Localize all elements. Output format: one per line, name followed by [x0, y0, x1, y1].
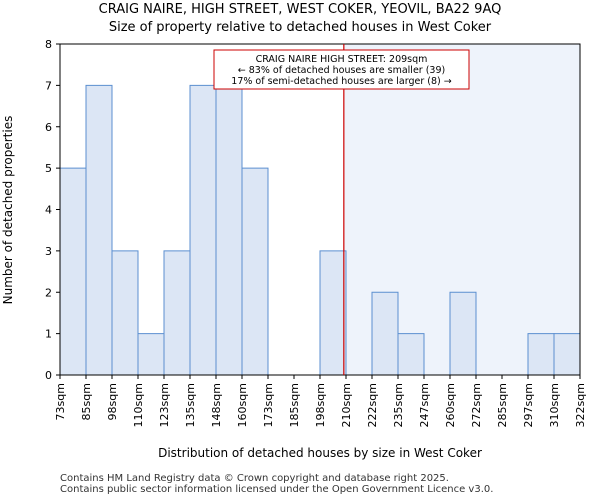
footer-licence: Contains public sector information licen…: [60, 484, 494, 495]
x-tick-label: 310sqm: [548, 383, 561, 427]
x-tick-label: 247sqm: [418, 383, 431, 427]
annotation-line: ← 83% of detached houses are smaller (39…: [238, 65, 445, 76]
y-tick-label: 6: [45, 121, 52, 134]
x-tick-label: 235sqm: [392, 383, 405, 427]
x-tick-label: 198sqm: [314, 383, 327, 427]
histogram-bar: [163, 250, 191, 376]
x-tick-label: 160sqm: [236, 383, 249, 427]
histogram-bar: [371, 291, 399, 376]
bars-layer: [59, 84, 581, 376]
histogram-bar: [137, 333, 165, 376]
x-tick-label: 148sqm: [210, 383, 223, 427]
x-tick-label: 272sqm: [470, 383, 483, 427]
y-tick-label: 8: [45, 38, 52, 51]
x-tick-label: 222sqm: [366, 383, 379, 427]
y-tick-label: 0: [45, 369, 52, 382]
annotation-line: 17% of semi-detached houses are larger (…: [231, 76, 451, 87]
x-tick-label: 123sqm: [158, 383, 171, 427]
histogram-bar: [85, 84, 113, 376]
x-tick-label: 322sqm: [574, 383, 587, 427]
histogram-bar: [319, 250, 347, 376]
x-tick-label: 210sqm: [340, 383, 353, 427]
chart-subtitle: Size of property relative to detached ho…: [108, 20, 492, 35]
histogram-bar: [59, 167, 87, 376]
y-axis-label: Number of detached properties: [1, 116, 15, 305]
x-tick-label: 98sqm: [106, 383, 119, 420]
histogram-bar: [111, 250, 139, 376]
y-tick-label: 2: [45, 286, 52, 299]
histogram-chart: 0 1 2 3 4 5 6 7 8 73sqm 85sqm 98sqm 110sqm 123sqm 135s…: [1, 38, 587, 460]
histogram-bar: [189, 84, 217, 376]
y-tick-label: 5: [45, 162, 52, 175]
x-tick-label: 73sqm: [54, 383, 67, 420]
x-axis-label: Distribution of detached houses by size …: [158, 446, 482, 460]
x-tick-label: 285sqm: [496, 383, 509, 427]
x-tick-label: 297sqm: [522, 383, 535, 427]
annotation-box: [213, 49, 470, 90]
x-tick-label: 173sqm: [262, 383, 275, 427]
x-tick-label: 85sqm: [80, 383, 93, 420]
y-tick-label: 4: [45, 204, 52, 217]
x-tick-label: 135sqm: [184, 383, 197, 427]
y-tick-label: 7: [45, 79, 52, 92]
x-tick-label: 185sqm: [288, 383, 301, 427]
histogram-bar: [527, 333, 555, 376]
y-tick-label: 3: [45, 245, 52, 258]
histogram-bar: [241, 167, 269, 376]
axes-layer: 0 1 2 3 4 5 6 7 8 73sqm 85sqm 98sqm 110sqm 123sqm 135s…: [45, 38, 587, 427]
histogram-bar: [449, 291, 477, 376]
x-tick-label: 110sqm: [132, 383, 145, 427]
chart-title: CRAIG NAIRE, HIGH STREET, WEST COKER, YE…: [98, 2, 502, 17]
histogram-bar: [215, 84, 243, 376]
annotation-layer: CRAIG NAIRE HIGH STREET: 209sqm← 83% of …: [213, 49, 470, 90]
histogram-bar: [553, 333, 581, 376]
histogram-bar: [397, 333, 425, 376]
x-tick-label: 260sqm: [444, 383, 457, 427]
footer-copyright: Contains HM Land Registry data © Crown c…: [60, 473, 449, 484]
annotation-line: CRAIG NAIRE HIGH STREET: 209sqm: [256, 54, 428, 65]
y-tick-label: 1: [45, 328, 52, 341]
